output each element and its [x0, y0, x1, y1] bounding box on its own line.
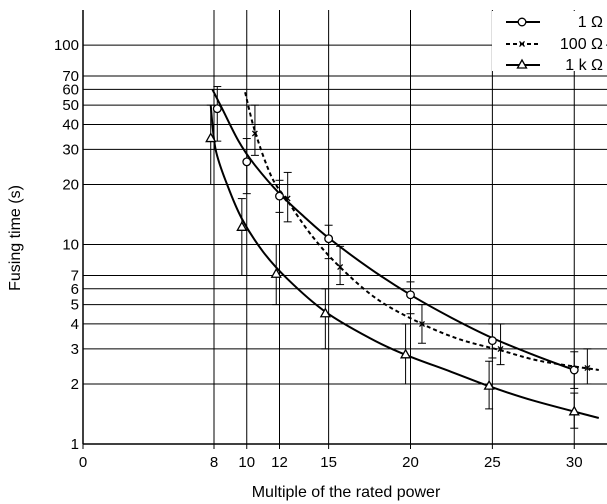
y-tick-label: 2 [71, 376, 79, 393]
data-point-triangle [270, 267, 282, 278]
x-tick-label: 25 [484, 454, 501, 471]
y-tick-label: 7 [71, 267, 79, 284]
legend-x-marker: × [518, 37, 525, 51]
legend-label-100-ohm: 100 Ω [560, 36, 603, 53]
data-point-x: × [337, 260, 344, 274]
x-tick-label: 8 [210, 454, 218, 471]
data-point-circle [324, 234, 334, 244]
data-point-triangle [319, 307, 331, 318]
y-tick-label: 5 [71, 297, 79, 314]
data-point-triangle [205, 132, 217, 143]
data-point-triangle [399, 348, 412, 359]
series-line-x [244, 92, 599, 371]
x-tick-label: 10 [238, 454, 255, 471]
x-tick-label: 0 [79, 454, 87, 471]
series-triangle [205, 104, 600, 429]
y-tick-label: 10 [62, 237, 79, 254]
grid [83, 10, 607, 444]
data-point-x: × [584, 361, 591, 375]
y-axis-label: Fusing time (s) [7, 185, 24, 291]
series-x: × × × × × × [244, 92, 599, 385]
x-tick-label: 12 [271, 454, 288, 471]
data-point-x: × [418, 317, 425, 331]
data-point-triangle [483, 379, 495, 390]
series-circle [211, 86, 579, 389]
legend-label-1-ohm: 1 Ω [578, 14, 603, 31]
x-tick-label: 30 [566, 454, 583, 471]
series: × × × × × × [205, 86, 600, 429]
legend-item-100-ohm: × 100 Ω [506, 36, 603, 53]
data-point-circle [212, 104, 222, 114]
data-point-x: × [284, 192, 291, 206]
y-tick-label: 4 [71, 316, 79, 333]
data-point-circle [487, 336, 497, 346]
y-tick-label: 60 [62, 81, 79, 98]
legend-label-1k-ohm: 1 k Ω [565, 57, 603, 74]
x-axis-label: Multiple of the rated power [252, 484, 441, 501]
y-tick-label: 20 [62, 177, 79, 194]
axes [82, 10, 607, 449]
x-tick-label: 15 [320, 454, 337, 471]
y-tick-label: 50 [62, 97, 79, 114]
y-tick-label: 70 [62, 68, 79, 85]
y-tick-label: 100 [54, 37, 79, 54]
legend-circle-marker [517, 17, 527, 27]
data-point-x: × [251, 127, 258, 141]
y-tick-label: 6 [71, 281, 79, 298]
series-line-triangle [209, 105, 600, 419]
data-point-x: × [497, 342, 504, 356]
data-point-circle [406, 290, 415, 300]
y-tick-label: 1 [71, 436, 79, 453]
data-point-triangle [236, 221, 248, 231]
data-point-circle [569, 365, 579, 375]
y-tick-label: 30 [62, 141, 79, 158]
y-tick-label: 40 [62, 116, 79, 133]
legend-item-1-ohm: 1 Ω [506, 14, 603, 31]
series-line-circle [211, 88, 575, 371]
legend-triangle-marker [516, 58, 528, 69]
data-point-circle [242, 157, 252, 167]
y-tick-label: 3 [71, 341, 79, 358]
data-point-triangle [568, 405, 580, 416]
x-tick-label: 20 [402, 454, 419, 471]
legend: 1 Ω × 100 Ω 1 k Ω [492, 11, 606, 74]
legend-item-1k-ohm: 1 k Ω [506, 57, 603, 74]
